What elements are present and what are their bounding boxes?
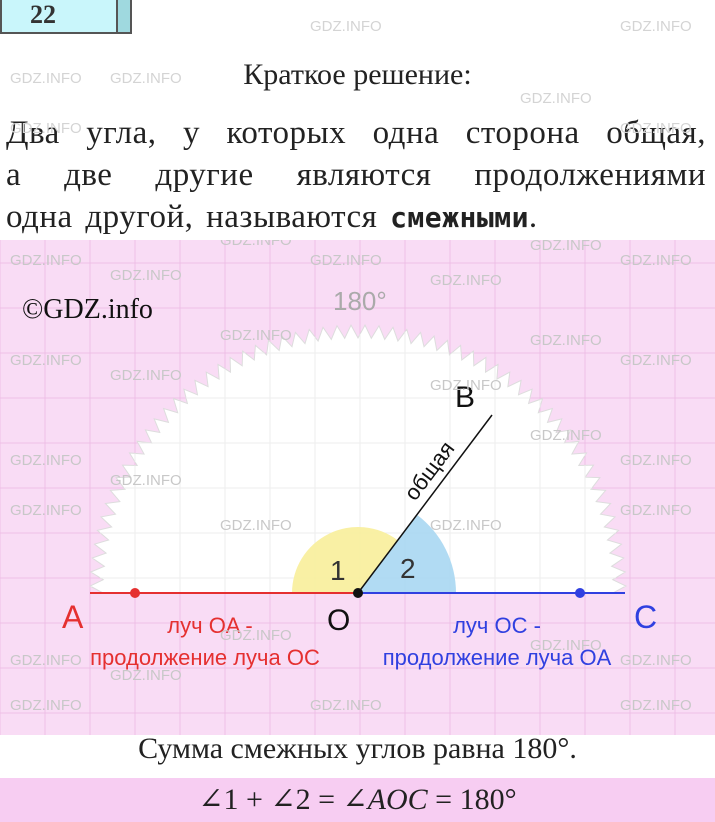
watermark: GDZ.INFO [10, 452, 82, 469]
formula-part: AOC [367, 783, 428, 816]
watermark: GDZ.INFO [530, 427, 602, 444]
watermark: GDZ.INFO [10, 652, 82, 669]
paragraph-line: а две другие являются продолжениями [6, 157, 706, 193]
point-label: O [327, 604, 350, 637]
conclusion: Сумма смежных углов равна 180°. [138, 732, 577, 765]
watermark: GDZ.INFO [620, 697, 692, 714]
watermark: GDZ.INFO [10, 70, 82, 87]
half-plane [88, 323, 628, 594]
paragraph-line: Два угла, у которых одна сторона общая, [6, 115, 706, 151]
angle-label: 2 [400, 553, 416, 584]
watermark: GDZ.INFO [10, 252, 82, 269]
watermark: GDZ.INFO [310, 697, 382, 714]
point [353, 588, 363, 598]
point-label: A [62, 599, 84, 635]
ray-ob [357, 414, 493, 594]
watermark: GDZ.INFO [110, 667, 182, 684]
arc-label: 180° [333, 286, 387, 316]
watermark: GDZ.INFO [620, 652, 692, 669]
watermark: GDZ.INFO [430, 377, 502, 394]
task-number: 22 [0, 0, 118, 34]
angle-label: 1 [330, 555, 346, 586]
watermark: GDZ.INFO [620, 252, 692, 269]
watermark: GDZ.INFO [620, 352, 692, 369]
bold-term: смежными [390, 201, 529, 234]
text: одна другой, называются [6, 199, 391, 235]
watermark: GDZ.INFO [10, 120, 82, 137]
watermark: GDZ.INFO [530, 240, 602, 254]
watermark: GDZ.INFO [430, 517, 502, 534]
watermark: GDZ.INFO [530, 637, 602, 654]
watermark: GDZ.INFO [110, 367, 182, 384]
badge-edge [118, 0, 132, 34]
point [575, 588, 585, 598]
ray-note: продолжение луча OA [383, 645, 612, 670]
ray-note: продолжение луча OC [90, 645, 320, 670]
watermark: GDZ.INFO [620, 120, 692, 137]
title: Краткое решение: [243, 58, 472, 91]
point-label: B [455, 381, 475, 414]
watermark: GDZ.INFO [530, 332, 602, 349]
angle-2-sector [358, 514, 456, 593]
watermark: GDZ.INFO [620, 452, 692, 469]
copyright: ©GDZ.info [22, 294, 153, 325]
point [130, 588, 140, 598]
watermark: GDZ.INFO [110, 267, 182, 284]
watermark: GDZ.INFO [110, 472, 182, 489]
watermark: GDZ.INFO [220, 240, 292, 249]
watermark: GDZ.INFO [10, 697, 82, 714]
watermark: GDZ.INFO [620, 18, 692, 35]
paragraph: Два угла, у которых одна сторона общая, … [6, 112, 706, 239]
watermark: GDZ.INFO [10, 352, 82, 369]
watermark: GDZ.INFO [110, 70, 182, 87]
formula-part: ∠1 + ∠2 = ∠ [198, 783, 368, 816]
watermark: GDZ.INFO [220, 627, 292, 644]
paragraph-line: одна другой, называются смежными. [6, 196, 706, 239]
watermark: GDZ.INFO [520, 90, 592, 107]
angle-1-sector [292, 527, 398, 593]
watermark: GDZ.INFO [310, 252, 382, 269]
watermark: GDZ.INFO [10, 502, 82, 519]
watermark: GDZ.INFO [220, 327, 292, 344]
point-label: C [634, 599, 657, 635]
watermark: GDZ.INFO [430, 272, 502, 289]
text: . [528, 199, 538, 235]
watermark: GDZ.INFO [620, 502, 692, 519]
formula: ∠1 + ∠2 = ∠AOC = 180° [0, 778, 715, 822]
ray-note: луч OA - [167, 613, 252, 638]
formula-part: = 180° [427, 783, 517, 816]
ray-note: луч OC - [453, 613, 541, 638]
watermark: GDZ.INFO [310, 18, 382, 35]
watermark: GDZ.INFO [220, 517, 292, 534]
diagram: ©GDZ.info 180° B общая 1 2 A O C луч OA … [0, 240, 715, 735]
